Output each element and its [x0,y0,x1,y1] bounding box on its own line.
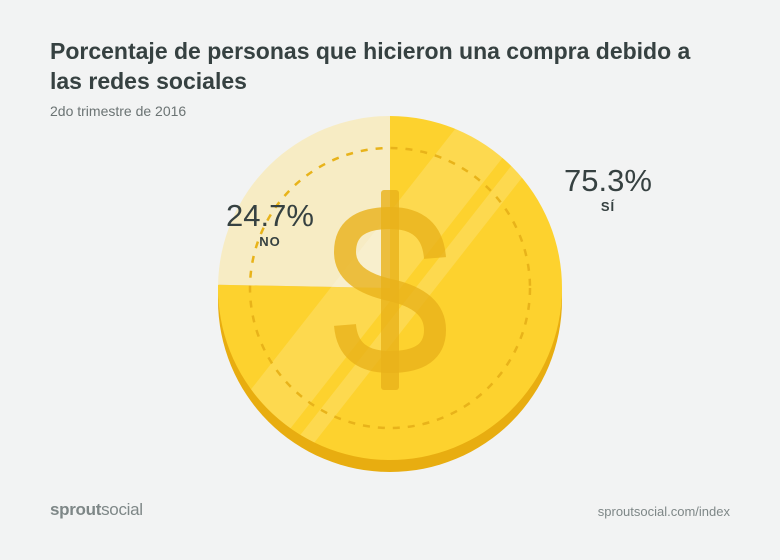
dollar-sign-icon [333,190,447,390]
brand-part2: social [101,500,143,519]
coin-dashed-ring [248,146,532,430]
slice-value-label: 75.3% [564,163,652,198]
chart-title: Porcentaje de personas que hicieron una … [50,38,691,94]
source-url: sproutsocial.com/index [597,504,730,519]
brand-part1: sprout [50,500,102,519]
chart-subtitle: 2do trimestre de 2016 [50,103,187,119]
slice-value-label: 24.7% [226,198,314,233]
brand-logo: sproutsocial [50,500,143,520]
slice-category-label: SÍ [601,199,615,214]
coin-body [217,116,562,472]
slice-category-label: NO [259,234,281,249]
